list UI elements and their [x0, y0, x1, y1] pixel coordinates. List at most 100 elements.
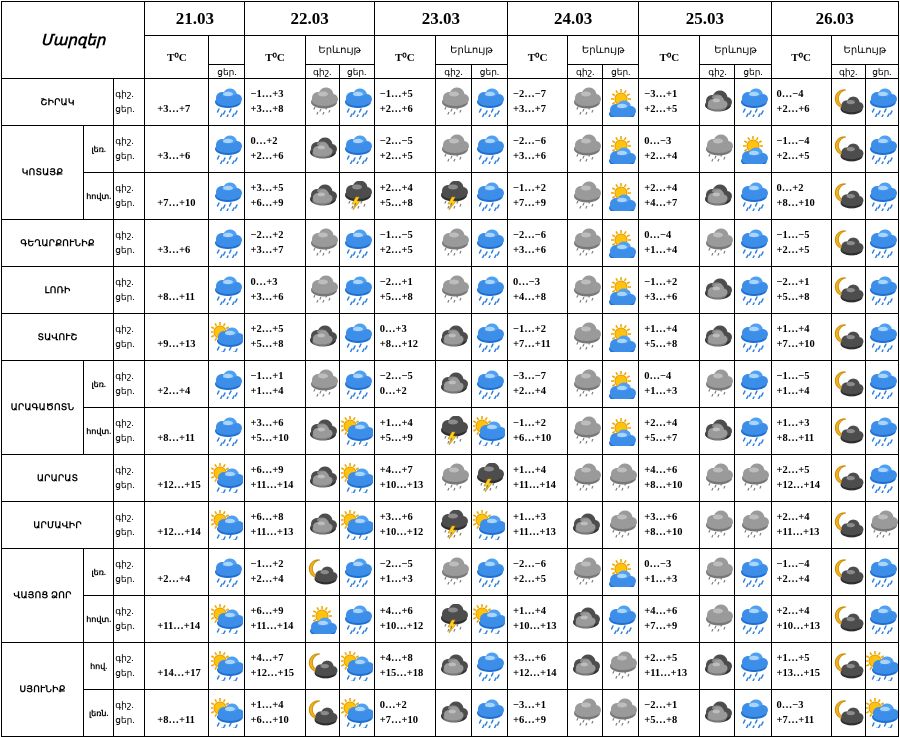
storm-icon — [441, 181, 469, 211]
night-weather-icon — [830, 266, 866, 314]
cloud-icon — [441, 325, 469, 347]
zone-label: լեռ. — [83, 360, 115, 408]
temp-range: −1…−5 +1…+4 — [770, 360, 832, 408]
night-weather-icon — [434, 125, 472, 173]
night-temp: +1…+5 — [776, 653, 810, 664]
cloud-rain-icon — [706, 510, 734, 538]
cloud-rain-icon — [574, 134, 602, 162]
weather-icon — [208, 548, 246, 596]
temp-range: −2…−6 +2…+5 — [507, 548, 569, 596]
temp-range: +2…+4 +10…+13 — [770, 595, 832, 643]
zone-label: լեռն. — [83, 689, 115, 737]
rain-icon — [741, 417, 768, 446]
day-temp: +12…+15 — [250, 668, 294, 679]
sun-rain-icon — [210, 604, 243, 634]
temp-range: 0…+2 +7…+10 — [373, 689, 436, 737]
sun-cloud-icon — [608, 230, 636, 258]
temp-range: +9…+13 — [144, 313, 210, 361]
sun-rain-icon — [340, 416, 373, 446]
temp-range: +6…+8 +11…+13 — [244, 501, 306, 549]
temp-range: +4…+6 +8…+10 — [638, 454, 701, 502]
night-temp: +2…+4 — [644, 183, 678, 194]
day-temp: +5…+8 — [250, 339, 284, 350]
temp-range: −1…−4 +2…+5 — [770, 125, 832, 173]
night-weather-icon — [567, 454, 604, 502]
rain-icon — [344, 605, 372, 634]
day-weather-icon — [602, 595, 640, 643]
day-weather-icon — [602, 454, 640, 502]
day-subheader: ցեր. — [470, 64, 509, 79]
cloud-icon — [441, 372, 469, 394]
moon-cloud-icon — [835, 183, 864, 209]
weather-icon — [208, 172, 246, 220]
rain-icon — [477, 699, 505, 728]
night-label: գիշ. — [115, 418, 134, 428]
temp-range: 0…−4 +1…+4 — [638, 219, 701, 267]
temp-range: −1…+1 +1…+4 — [244, 360, 306, 408]
day-weather-icon — [734, 172, 772, 220]
day-weather-icon — [602, 219, 640, 267]
day-temp: +7…+9 — [644, 621, 678, 632]
day-temp: +11…+13 — [776, 527, 820, 538]
temp-range: 0…+3 +3…+6 — [244, 266, 306, 314]
night-temp: +2…+5 — [644, 653, 678, 664]
sun-rain-icon — [866, 651, 898, 681]
temp-range: +1…+3 +8…+11 — [770, 407, 832, 455]
day-label: ցեր. — [115, 339, 135, 349]
day-temp: +4…+7 — [644, 198, 678, 209]
temp-range: +4…+8 +15…+18 — [373, 642, 436, 690]
cloud-rain-icon — [609, 698, 637, 726]
temp-range: +2…+5 +11…+13 — [638, 642, 701, 690]
night-temp: +4…+8 — [379, 653, 413, 664]
time-labels: գիշ. ցեր. — [113, 219, 146, 267]
night-temp: +1…+4 — [644, 324, 678, 335]
night-weather-icon — [830, 689, 866, 737]
temp-range: +1…+4 +5…+9 — [373, 407, 436, 455]
rain-icon — [869, 229, 897, 258]
moon-cloud-icon — [835, 136, 864, 162]
temp-range: +3…+6 — [144, 125, 210, 173]
temp-range: −2…+1 +5…+8 — [770, 266, 832, 314]
night-temp: 0…−4 — [776, 89, 804, 100]
night-temp: +4…+6 — [644, 465, 678, 476]
day-weather-icon — [602, 407, 640, 455]
night-weather-icon — [830, 595, 866, 643]
temp-range: +2…+4 +5…+8 — [373, 172, 436, 220]
night-temp: +2…+4 — [776, 606, 810, 617]
night-subheader: գիշ. — [699, 64, 736, 79]
time-labels: գիշ. ցեր. — [113, 642, 146, 690]
rain-icon — [477, 182, 505, 211]
day-weather-icon — [734, 501, 772, 549]
cloud-rain-icon — [442, 275, 470, 303]
night-temp: 0…−3 — [513, 277, 540, 288]
day-temp: +10…+13 — [379, 480, 424, 491]
night-weather-icon — [434, 642, 472, 690]
night-temp: +4…+6 — [379, 606, 413, 617]
moon-cloud-icon — [835, 371, 864, 397]
day-temp: +2…+4 — [250, 574, 284, 585]
day-temp: +11…+13 — [250, 527, 294, 538]
rain-icon — [477, 229, 505, 258]
temp-range: −2…−7 +3…+7 — [507, 78, 569, 126]
cloud-rain-icon — [706, 228, 734, 256]
weather-icon — [208, 501, 246, 549]
zone-label: լեռ. — [83, 125, 115, 173]
night-weather-icon — [434, 219, 472, 267]
temp-range: 0…−4 +1…+3 — [638, 360, 701, 408]
sun-rain-icon — [866, 698, 898, 728]
night-temp: −3…−7 — [513, 371, 546, 382]
cloud-icon — [705, 90, 733, 112]
night-weather-icon — [567, 172, 604, 220]
day-temp: +6…+9 — [513, 715, 546, 726]
night-temp: +4…+7 — [379, 465, 413, 476]
weather-icon — [208, 454, 246, 502]
night-temp: 0…+2 — [250, 136, 278, 147]
day-weather-icon — [602, 689, 640, 737]
night-temp: +4…+7 — [250, 653, 284, 664]
rain-icon — [477, 88, 505, 117]
night-temp: +2…+5 — [250, 324, 284, 335]
night-weather-icon — [830, 454, 866, 502]
night-label: գիշ. — [115, 512, 134, 522]
rain-icon — [214, 88, 242, 117]
rain-icon — [741, 558, 768, 587]
